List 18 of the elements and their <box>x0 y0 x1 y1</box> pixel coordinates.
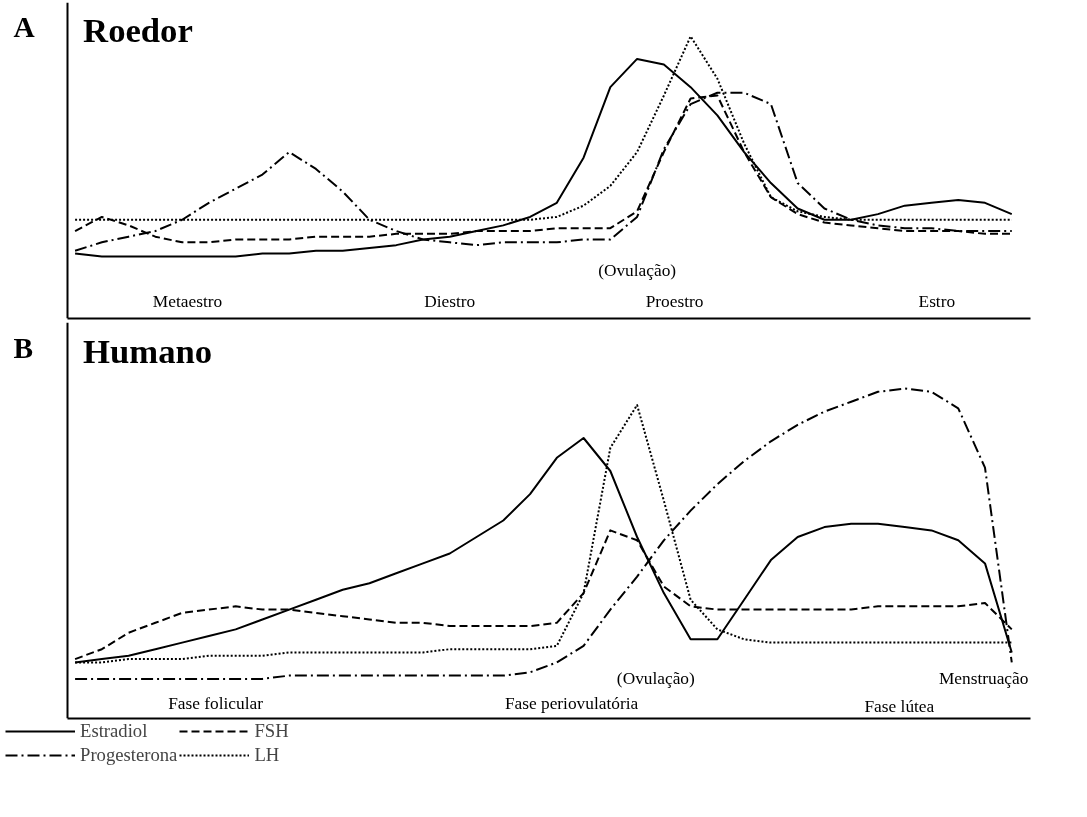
chart-title: Roedor <box>83 10 193 49</box>
annotation: Metaestro <box>152 292 223 312</box>
chart-title: Humano <box>83 332 213 371</box>
legend-label: FSH <box>254 720 289 742</box>
annotation: Diestro <box>424 292 476 312</box>
legend-label: Progesterona <box>80 744 178 766</box>
annotation: Fase folicular <box>168 694 264 714</box>
annotation: (Ovulação) <box>616 669 696 689</box>
annotation: Estro <box>918 292 956 312</box>
text: A <box>13 10 35 43</box>
annotation: Fase lútea <box>864 697 935 717</box>
annotation: (Ovulação) <box>598 261 677 281</box>
annotation: Fase periovulatória <box>504 694 639 714</box>
legend-label: Estradiol <box>80 720 148 742</box>
text: B <box>13 332 34 365</box>
legend-label: LH <box>254 744 280 766</box>
annotation: Menstruação <box>938 669 1029 689</box>
annotation: Proestro <box>645 292 704 312</box>
